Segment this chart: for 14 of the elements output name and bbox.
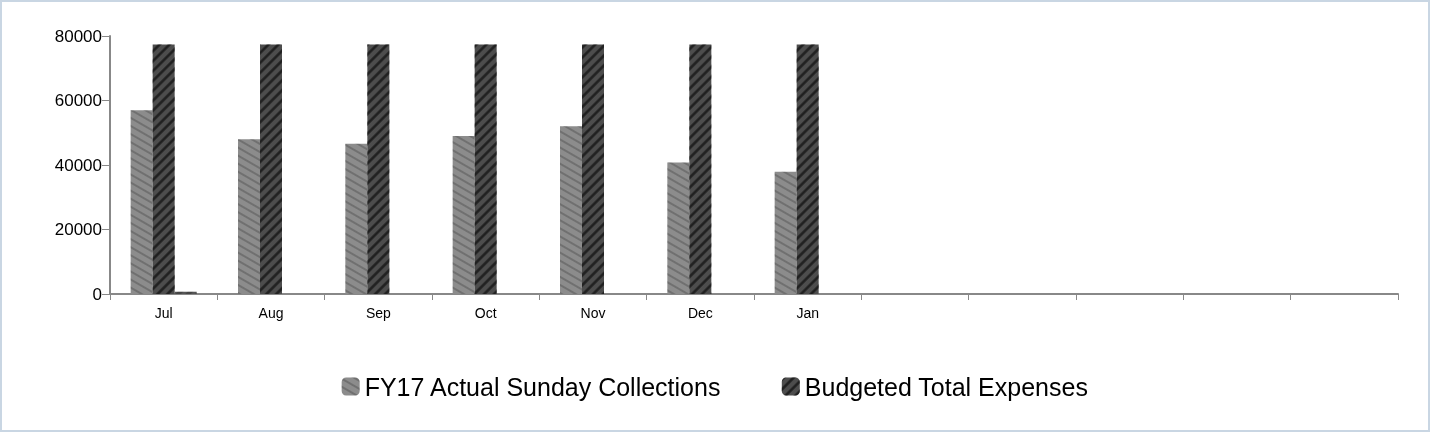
x-tick-label: Nov	[580, 305, 606, 321]
legend-label: FY17 Actual Sunday Collections	[364, 372, 721, 401]
y-tick-label: 0	[92, 284, 102, 304]
x-tick-label: Aug	[258, 305, 284, 321]
x-tick-label: Sep	[365, 305, 391, 321]
y-tick-label: 60000	[54, 91, 102, 110]
x-tick-label: Jan	[796, 305, 819, 321]
x-tick-label: Oct	[474, 305, 497, 321]
legend-label: Budgeted Total Expenses	[804, 372, 1088, 401]
y-tick-label: 20000	[54, 220, 102, 239]
y-tick-label: 80000	[54, 26, 102, 46]
x-tick-label: Jul	[154, 305, 173, 321]
x-tick-label: Dec	[687, 305, 713, 321]
y-tick-label: 40000	[54, 155, 102, 175]
